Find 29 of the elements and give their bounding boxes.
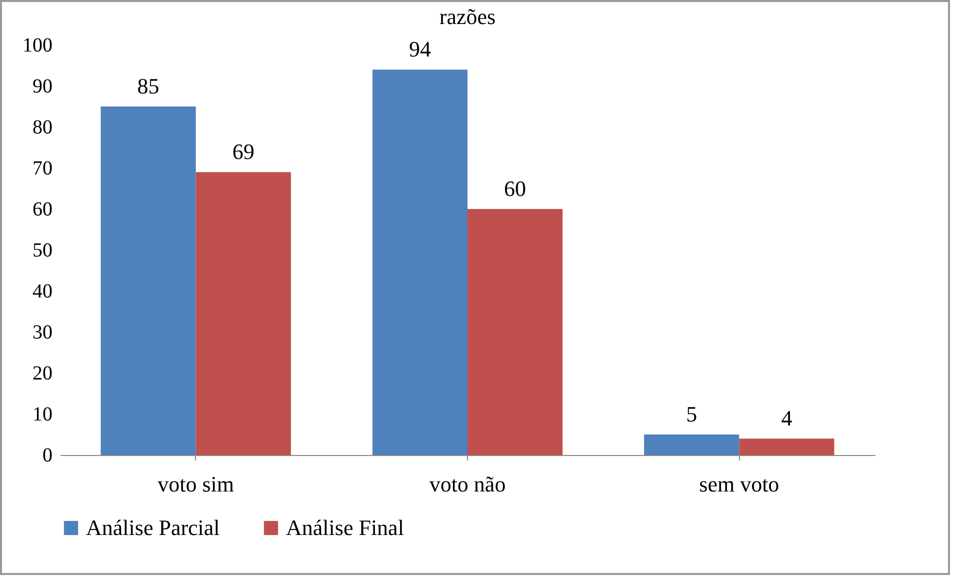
data-label: 60 bbox=[504, 176, 526, 201]
y-tick-label: 100 bbox=[22, 34, 52, 56]
legend-label: Análise Final bbox=[286, 515, 404, 540]
data-label: 5 bbox=[686, 402, 698, 426]
y-tick-label: 60 bbox=[32, 198, 52, 220]
data-label: 94 bbox=[408, 36, 431, 62]
y-tick-label: 50 bbox=[32, 240, 52, 262]
x-tick-label: voto não bbox=[429, 472, 506, 496]
y-tick-label: 70 bbox=[32, 158, 52, 180]
bar bbox=[372, 70, 468, 455]
y-tick-label: 10 bbox=[32, 404, 52, 426]
data-label: 85 bbox=[137, 74, 160, 98]
y-tick-label: 90 bbox=[32, 76, 52, 98]
x-tick-label: sem voto bbox=[699, 472, 780, 496]
y-tick-label: 30 bbox=[32, 322, 52, 344]
data-label: 4 bbox=[781, 406, 792, 431]
y-tick-label: 0 bbox=[42, 444, 52, 466]
y-tick-label: 40 bbox=[32, 280, 52, 302]
data-label: 69 bbox=[232, 139, 254, 164]
bar bbox=[739, 438, 834, 455]
y-tick-label: 80 bbox=[32, 116, 52, 138]
bar bbox=[196, 172, 291, 455]
legend-label: Análise Parcial bbox=[86, 515, 220, 540]
chart-title: razões bbox=[439, 4, 496, 29]
x-tick-label: voto sim bbox=[158, 472, 234, 496]
y-tick-label: 20 bbox=[32, 362, 52, 384]
bar bbox=[100, 106, 196, 455]
bar bbox=[644, 434, 740, 455]
bar bbox=[468, 209, 563, 455]
